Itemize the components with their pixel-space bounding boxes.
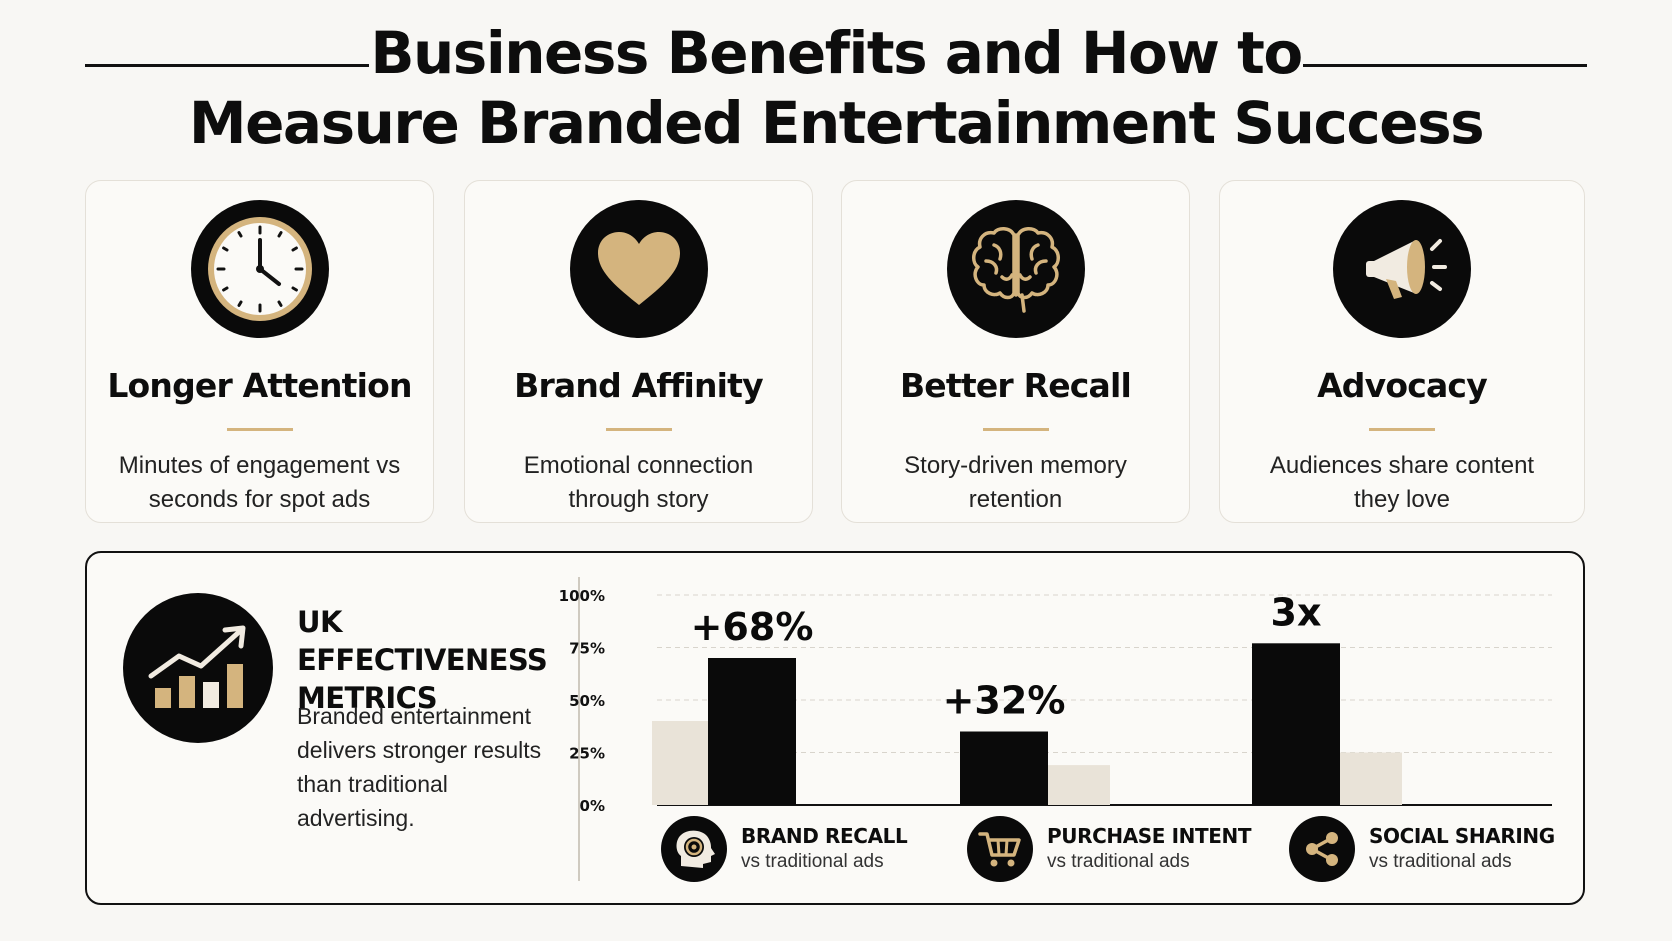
metrics-description: Branded entertainment delivers stronger … [297, 703, 542, 831]
card-accent-line [1369, 428, 1435, 431]
y-tick-label: 100% [559, 587, 605, 605]
bar [960, 731, 1048, 805]
category-label: PURCHASE INTENT [1047, 824, 1252, 848]
data-label: +32% [943, 679, 1066, 723]
category-purchase-intent: PURCHASE INTENT vs traditional ads [967, 816, 1251, 882]
heart-icon [569, 200, 708, 338]
megaphone-icon [1333, 200, 1471, 338]
category-sublabel: vs traditional ads [741, 851, 884, 872]
title-rule-left [85, 64, 369, 67]
shopping-cart-icon [967, 816, 1033, 882]
category-brand-recall: BRAND RECALL vs traditional ads [661, 816, 908, 882]
bar [1048, 765, 1110, 805]
bar [652, 721, 708, 805]
y-tick-label: 50% [569, 692, 605, 710]
category-label: BRAND RECALL [741, 824, 908, 848]
benefit-card-better-recall: Better Recall Story-driven memory retent… [841, 180, 1190, 523]
card-accent-line [605, 428, 672, 431]
head-target-icon [661, 816, 727, 882]
card-title: Advocacy [1317, 366, 1488, 405]
data-label: 3x [1271, 590, 1322, 634]
card-title: Longer Attention [107, 366, 412, 405]
category-sublabel: vs traditional ads [1047, 851, 1190, 872]
card-description: Emotional connection through story [523, 452, 754, 513]
card-title: Better Recall [899, 366, 1132, 405]
effectiveness-panel: UK EFFECTIVENESS METRICS Branded enterta… [85, 551, 1585, 905]
panel-divider [578, 577, 580, 881]
category-social-sharing: SOCIAL SHARING vs traditional ads [1289, 816, 1555, 882]
title-rule-right [1303, 64, 1587, 67]
y-tick-label: 0% [580, 797, 605, 815]
page-title: Business Benefits and How to Measure Bra… [0, 18, 1672, 158]
share-icon [1289, 816, 1355, 882]
benefit-card-brand-affinity: Brand Affinity Emotional connection thro… [464, 180, 813, 523]
category-label: SOCIAL SHARING [1369, 824, 1555, 848]
bar [1340, 752, 1402, 805]
card-description: Story-driven memory retention [904, 452, 1127, 513]
page-title-line-2: Measure Branded Entertainment Success [188, 89, 1485, 157]
card-title: Brand Affinity [514, 366, 764, 405]
page-title-line-1: Business Benefits and How to [370, 19, 1303, 87]
bar [1252, 643, 1340, 805]
growth-chart-icon [123, 593, 273, 743]
metrics-title: UK EFFECTIVENESS METRICS [297, 605, 548, 715]
card-description: Minutes of engagement vs seconds for spo… [118, 452, 401, 513]
clock-icon [190, 200, 329, 338]
card-description: Audiences share content they love [1269, 452, 1535, 513]
category-sublabel: vs traditional ads [1369, 851, 1512, 872]
card-accent-line [226, 428, 293, 431]
benefit-card-longer-attention: Longer Attention Minutes of engagement v… [85, 180, 434, 523]
bar-chart: 0% 25% 50% 75% 100% +68% +32% 3x [559, 587, 1552, 815]
y-tick-label: 75% [569, 640, 605, 658]
bar [708, 658, 796, 805]
card-accent-line [982, 428, 1049, 431]
brain-icon [946, 200, 1085, 338]
benefit-card-advocacy: Advocacy Audiences share content they lo… [1219, 180, 1585, 523]
data-label: +68% [691, 605, 814, 649]
y-tick-label: 25% [569, 745, 605, 763]
